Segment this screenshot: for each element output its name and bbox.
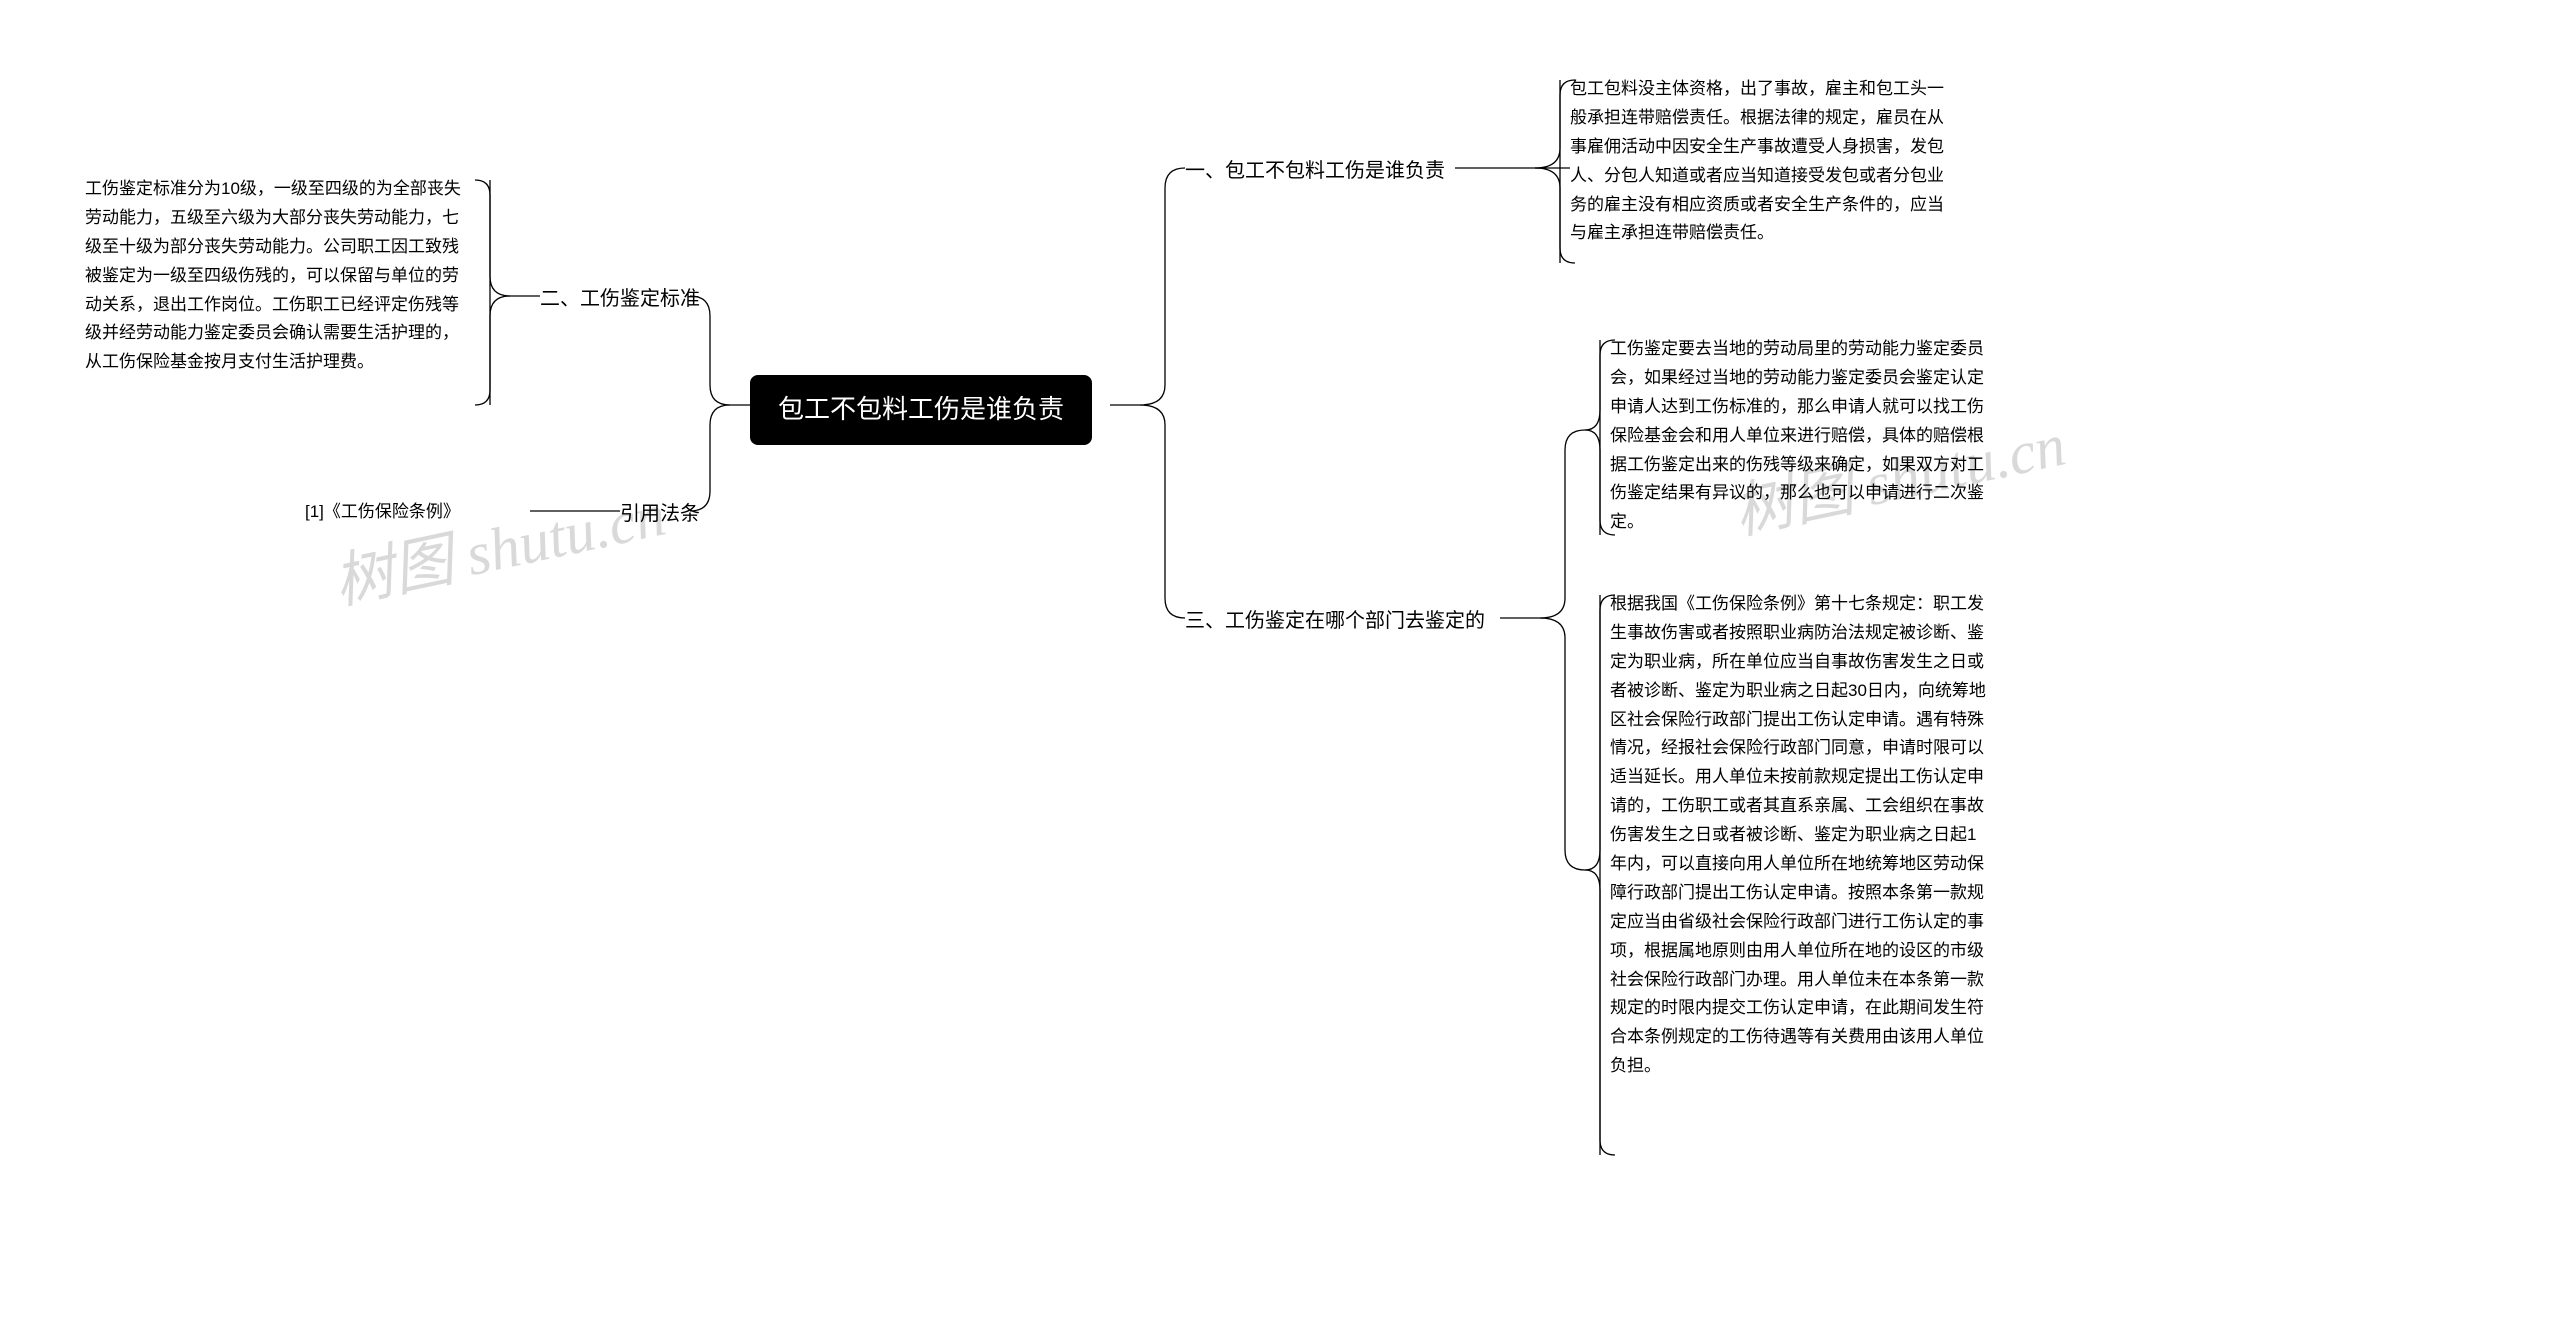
leaf-r3a: 工伤鉴定要去当地的劳动局里的劳动能力鉴定委员会，如果经过当地的劳动能力鉴定委员会… — [1610, 335, 1990, 537]
leaf-r1a: 包工包料没主体资格，出了事故，雇主和包工头一般承担连带赔偿责任。根据法律的规定，… — [1570, 75, 1950, 248]
watermark-cn: 树图 — [328, 527, 459, 617]
branch-r3-label: 三、工伤鉴定在哪个部门去鉴定的 — [1185, 605, 1485, 637]
branch-lref-label: 引用法条 — [620, 498, 700, 530]
leaf-lref-a: [1]《工伤保险条例》 — [305, 498, 525, 527]
branch-r1-label: 一、包工不包料工伤是谁负责 — [1185, 155, 1445, 187]
watermark: 树图 shutu.cn — [325, 466, 672, 621]
center-node: 包工不包料工伤是谁负责 — [750, 375, 1092, 445]
leaf-l2a: 工伤鉴定标准分为10级，一级至四级的为全部丧失劳动能力，五级至六级为大部分丧失劳… — [85, 175, 465, 377]
branch-l2-label: 二、工伤鉴定标准 — [540, 283, 700, 315]
leaf-r3b: 根据我国《工伤保险条例》第十七条规定：职工发生事故伤害或者按照职业病防治法规定被… — [1610, 590, 1990, 1081]
